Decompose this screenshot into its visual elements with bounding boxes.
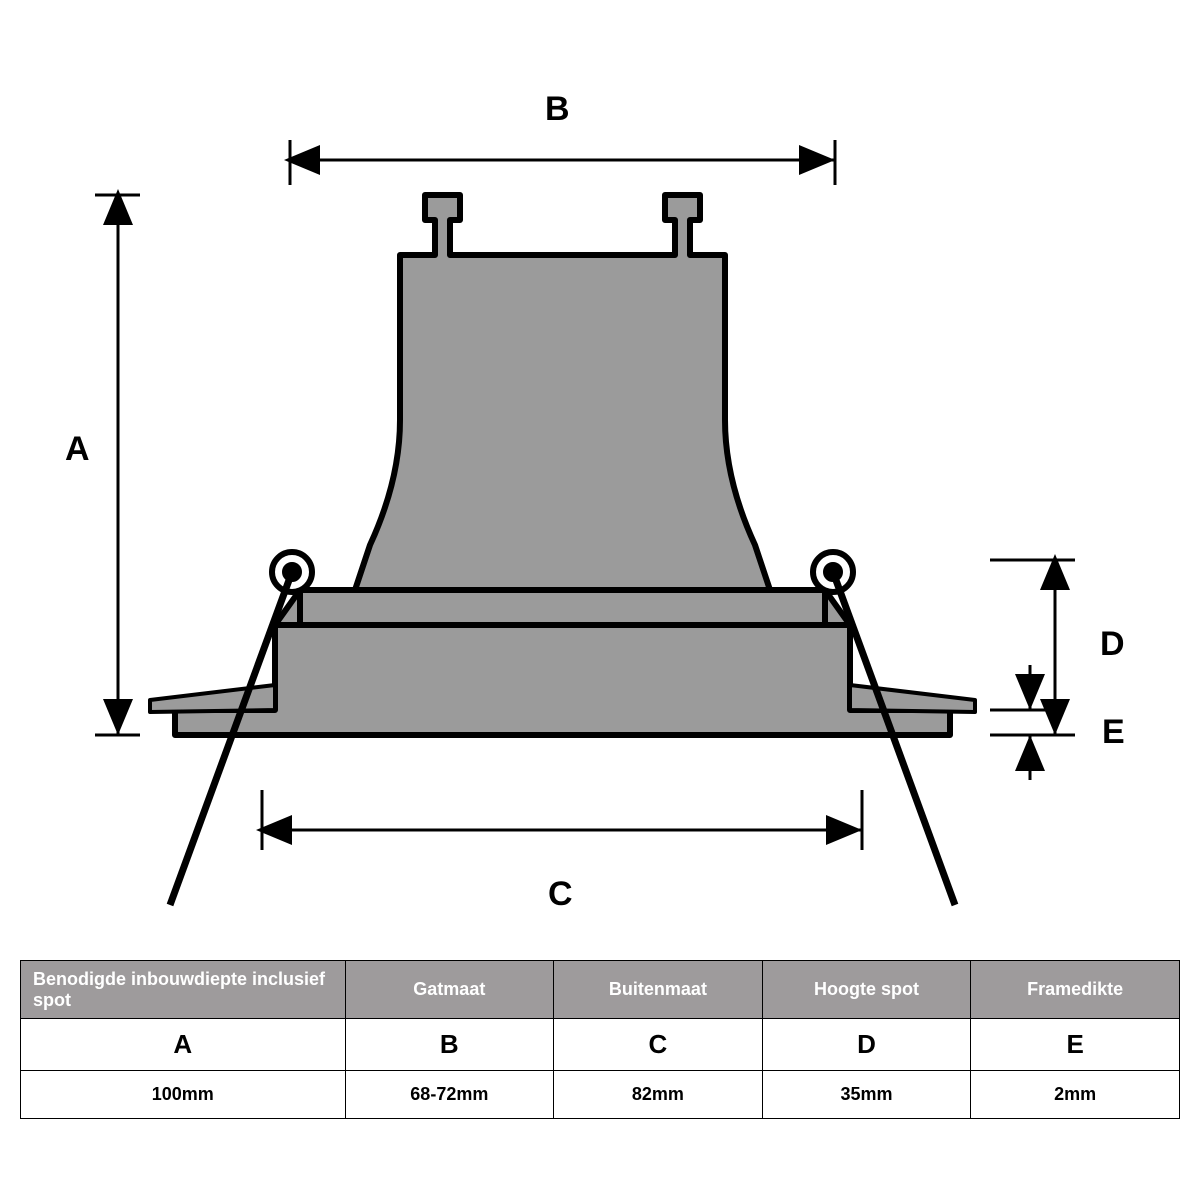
- dim-label-A: A: [65, 430, 90, 469]
- dim-E: [990, 665, 1060, 780]
- frame-section: [175, 590, 950, 735]
- dim-B: [290, 140, 835, 185]
- dim-label-C: C: [548, 875, 573, 914]
- col-letter: E: [971, 1019, 1180, 1071]
- dim-label-B: B: [545, 90, 570, 129]
- col-letter: A: [21, 1019, 346, 1071]
- col-letter: D: [762, 1019, 971, 1071]
- dim-label-D: D: [1100, 625, 1125, 664]
- spec-table-wrap: Benodigde inbouwdiepte inclusief spot Ga…: [20, 960, 1180, 1119]
- wing-left: [150, 685, 275, 712]
- col-letter: B: [345, 1019, 554, 1071]
- col-header: Hoogte spot: [762, 961, 971, 1019]
- dim-label-E: E: [1102, 713, 1125, 752]
- col-value: 82mm: [554, 1071, 763, 1119]
- col-value: 2mm: [971, 1071, 1180, 1119]
- table-row-headers: Benodigde inbouwdiepte inclusief spot Ga…: [21, 961, 1180, 1019]
- downlight-diagram: [0, 0, 1200, 940]
- dim-A: [95, 195, 140, 735]
- col-header: Gatmaat: [345, 961, 554, 1019]
- dim-C: [262, 790, 862, 850]
- diagram-area: A B C D E: [0, 0, 1200, 940]
- spec-table: Benodigde inbouwdiepte inclusief spot Ga…: [20, 960, 1180, 1119]
- col-header: Benodigde inbouwdiepte inclusief spot: [21, 961, 346, 1019]
- table-row-values: 100mm 68-72mm 82mm 35mm 2mm: [21, 1071, 1180, 1119]
- wing-right: [850, 685, 975, 712]
- col-value: 68-72mm: [345, 1071, 554, 1119]
- col-letter: C: [554, 1019, 763, 1071]
- product-outline: [150, 195, 975, 905]
- col-value: 100mm: [21, 1071, 346, 1119]
- table-row-letters: A B C D E: [21, 1019, 1180, 1071]
- col-value: 35mm: [762, 1071, 971, 1119]
- col-header: Buitenmaat: [554, 961, 763, 1019]
- col-header: Framedikte: [971, 961, 1180, 1019]
- bulb-body: [355, 195, 770, 590]
- spring-right: [833, 572, 955, 905]
- spring-left: [170, 572, 292, 905]
